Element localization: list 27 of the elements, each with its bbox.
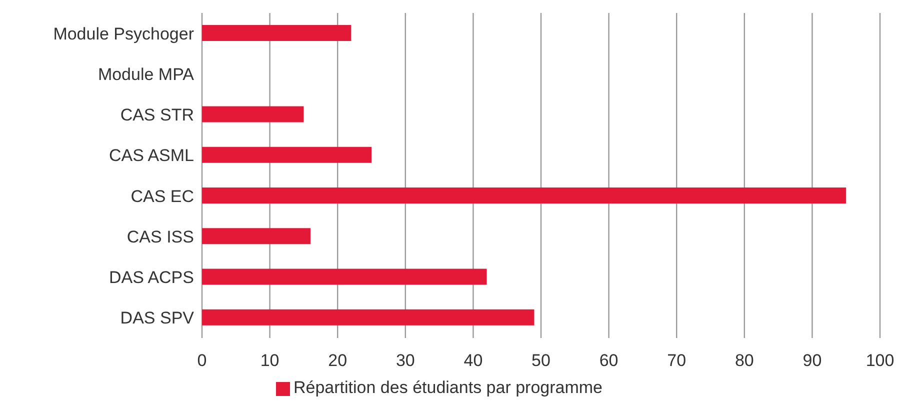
y-tick-label: DAS SPV	[120, 308, 195, 328]
bar	[202, 25, 352, 41]
x-tick-label: 0	[197, 351, 207, 370]
y-tick-label: CAS EC	[130, 186, 194, 206]
y-tick-label: CAS ISS	[126, 227, 194, 246]
bar	[202, 188, 846, 204]
x-tick-label: 80	[734, 351, 754, 370]
x-tick-label: 70	[667, 351, 686, 370]
x-tick-label: 100	[866, 351, 894, 370]
y-tick-label: CAS ASML	[108, 146, 194, 166]
x-tick-label: 30	[396, 351, 415, 370]
y-tick-label: Module Psychoger	[53, 24, 194, 44]
x-tick-label: 40	[464, 351, 483, 370]
x-tick-label: 10	[260, 351, 280, 370]
y-tick-label: Module MPA	[98, 64, 195, 84]
x-tick-label: 90	[802, 351, 822, 370]
y-tick-label: CAS STR	[120, 106, 194, 125]
x-tick-label: 60	[599, 351, 618, 370]
x-tick-label: 20	[328, 351, 348, 370]
bar	[202, 228, 310, 244]
bar	[202, 146, 372, 163]
bar	[202, 309, 534, 326]
bar	[202, 106, 304, 122]
y-tick-label: DAS ACPS	[108, 268, 194, 288]
bar	[202, 268, 487, 285]
x-tick-label: 50	[532, 351, 550, 370]
legend-label: Répartition des étudiants par programme	[294, 378, 602, 397]
